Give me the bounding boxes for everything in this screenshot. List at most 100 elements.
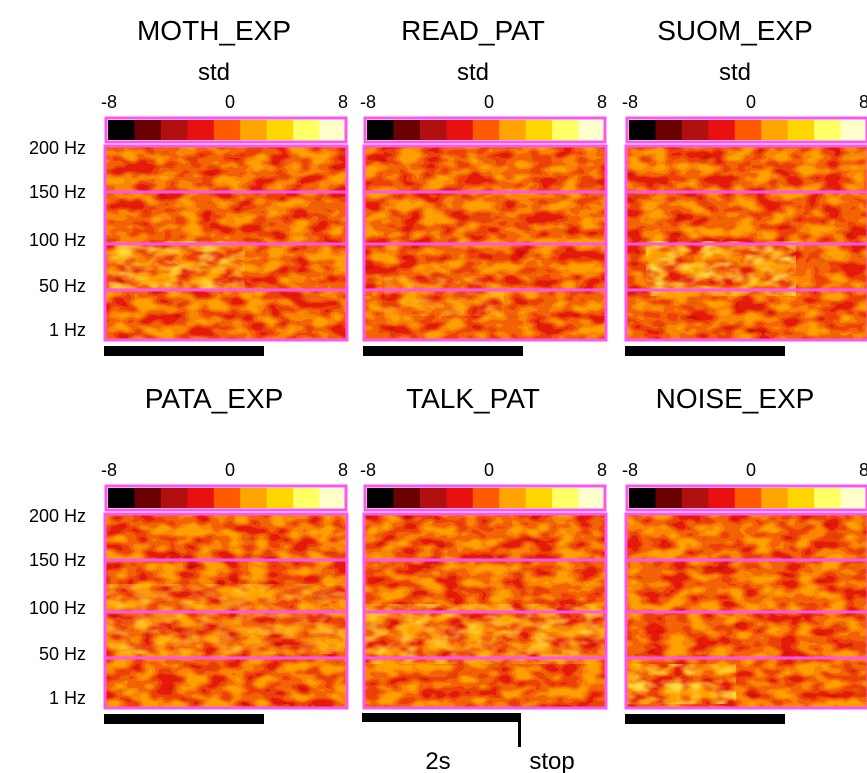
colorbar-swatch [681, 120, 709, 140]
colorbar-swatch [367, 120, 394, 140]
stop-label: stop [529, 748, 574, 773]
colorbar-tick-label: 8 [597, 460, 607, 480]
colorbar-swatch [787, 120, 815, 140]
stimulus-bar-bottom [362, 713, 520, 722]
heatmap-panel: TALK_PAT -8 0 8 [360, 383, 608, 710]
colorbar-swatch [160, 488, 188, 508]
colorbar-frame [363, 484, 607, 512]
colorbar-swatch [578, 120, 606, 140]
colorbar-swatch [187, 120, 215, 140]
colorbar-swatch [761, 488, 789, 508]
colorbar-swatch [213, 488, 241, 508]
colorbar-swatch [266, 120, 294, 140]
colorbar-swatch [419, 120, 447, 140]
colorbar-unit-label: std [719, 59, 751, 86]
colorbar-swatch [629, 120, 656, 140]
heatmap-hot-region [626, 664, 736, 704]
colorbar-swatch [266, 488, 294, 508]
panel-title: PATA_EXP [145, 383, 284, 414]
colorbar-tick-label: 8 [597, 92, 607, 112]
y-tick-label: 150 Hz [29, 182, 86, 202]
heatmap-frame [103, 144, 349, 342]
colorbar-tick-label: -8 [101, 92, 117, 112]
colorbar-swatch [499, 120, 527, 140]
colorbar-swatch [840, 488, 867, 508]
colorbar-swatch [681, 488, 709, 508]
heatmap-hot-region [105, 241, 245, 291]
stimulus-bar [104, 714, 264, 724]
colorbar-swatch [840, 120, 867, 140]
colorbar-swatch [734, 488, 762, 508]
colorbar-swatch [240, 120, 268, 140]
colorbar-tick-label: 8 [338, 460, 348, 480]
heatmap-hot-region [384, 276, 504, 316]
colorbar-tick-label: 0 [484, 460, 494, 480]
colorbar-swatch [655, 120, 683, 140]
scale-bar-label: 2s [425, 748, 450, 773]
colorbar-swatch [525, 488, 553, 508]
y-tick-label: 1 Hz [49, 688, 86, 708]
stimulus-bar [625, 346, 785, 356]
colorbar-swatch [472, 120, 500, 140]
colorbar-swatch [293, 120, 321, 140]
colorbar-tick-label: 8 [859, 460, 867, 480]
heatmap-frame [362, 144, 608, 342]
colorbar-swatch [160, 120, 188, 140]
colorbar-frame [104, 484, 348, 512]
heatmap-frame [624, 512, 867, 710]
colorbar-swatch [525, 120, 553, 140]
colorbar-tick-label: 0 [746, 460, 756, 480]
panel-title: TALK_PAT [406, 383, 540, 414]
y-tick-label: 200 Hz [29, 138, 86, 158]
colorbar-tick-label: -8 [622, 460, 638, 480]
colorbar-swatch [393, 488, 421, 508]
y-tick-label: 100 Hz [29, 598, 86, 618]
colorbar-swatch [734, 120, 762, 140]
colorbar-tick-label: -8 [622, 92, 638, 112]
colorbar-tick-label: -8 [360, 92, 376, 112]
colorbar-frame [104, 116, 348, 144]
colorbar-swatch [293, 488, 321, 508]
colorbar-swatch [472, 488, 500, 508]
panel-title: MOTH_EXP [137, 15, 291, 46]
panel-title: NOISE_EXP [656, 383, 815, 414]
heatmap-frame [103, 512, 349, 710]
colorbar-swatch [578, 488, 606, 508]
stop-marker [518, 713, 521, 747]
colorbar [104, 484, 348, 512]
stimulus-bar [363, 346, 523, 356]
colorbar-tick-label: 0 [225, 92, 235, 112]
colorbar-swatch [240, 488, 268, 508]
y-tick-label: 50 Hz [39, 644, 86, 664]
colorbar-swatch [187, 488, 215, 508]
colorbar-tick-label: -8 [360, 460, 376, 480]
colorbar-swatch [319, 488, 347, 508]
panel-title: SUOM_EXP [657, 15, 813, 46]
heatmap-hot-region [646, 241, 796, 296]
colorbar-swatch [708, 120, 736, 140]
panel-title: READ_PAT [401, 15, 545, 46]
colorbar-swatch [552, 488, 580, 508]
colorbar-swatch [134, 488, 162, 508]
colorbar-swatch [134, 120, 162, 140]
colorbar-tick-label: 8 [338, 92, 348, 112]
colorbar-unit-label: std [457, 59, 489, 86]
y-tick-label: 100 Hz [29, 230, 86, 250]
colorbar [104, 116, 348, 144]
colorbar-tick-label: 0 [484, 92, 494, 112]
colorbar-swatch [708, 488, 736, 508]
y-tick-label: 1 Hz [49, 320, 86, 340]
colorbar-swatch [213, 120, 241, 140]
colorbar-swatch [655, 488, 683, 508]
time-annotation: 2s stop [362, 713, 575, 773]
colorbar-swatch [367, 488, 394, 508]
heatmap-hot-region [364, 604, 604, 664]
heatmap-panel: NOISE_EXP -8 0 8 [622, 383, 867, 724]
colorbar-swatch [761, 120, 789, 140]
colorbar-tick-label: 0 [225, 460, 235, 480]
y-tick-label: 200 Hz [29, 506, 86, 526]
colorbar [363, 116, 607, 144]
